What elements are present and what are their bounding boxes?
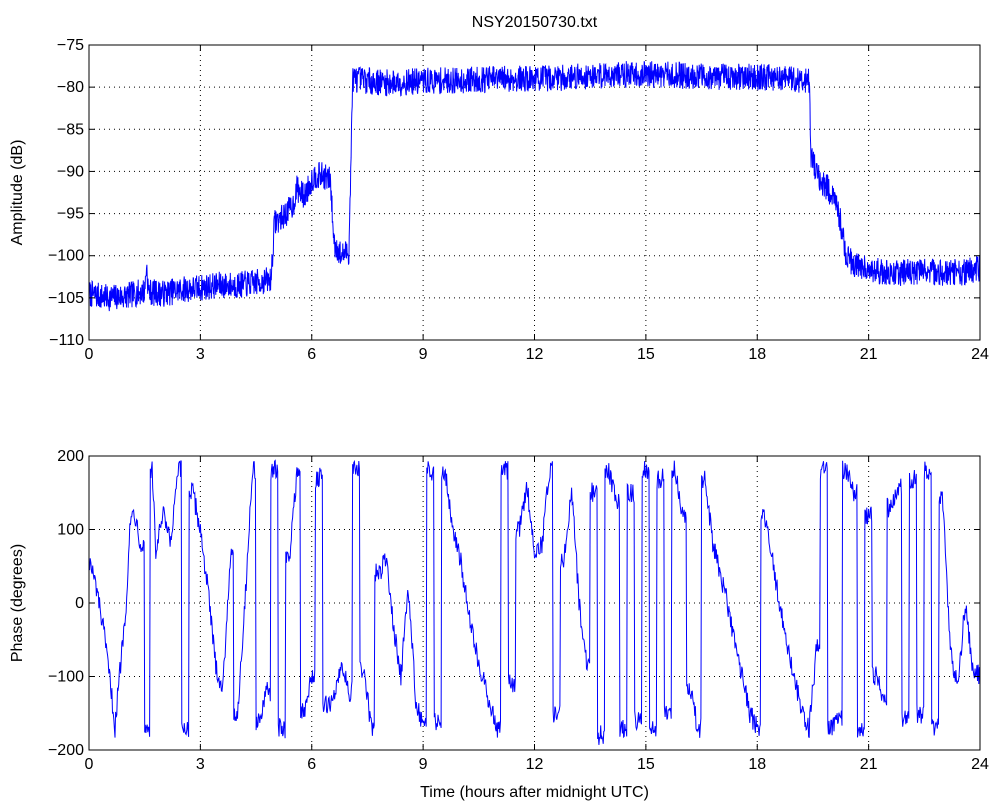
- x-tick-label: 0: [85, 346, 94, 363]
- x-tick-label: 6: [307, 756, 316, 773]
- x-tick-label: 24: [971, 756, 989, 773]
- x-tick-label: 12: [526, 756, 544, 773]
- y-tick-label: 0: [75, 595, 84, 612]
- y-tick-label: −105: [48, 290, 84, 307]
- x-tick-label: 0: [85, 756, 94, 773]
- amplitude-ticks: 0 3 6 9 12 15 18 21 24 −110 −105 −100 −95 −90 −85 −80 −7…: [48, 37, 989, 363]
- y-tick-label: 200: [57, 448, 84, 465]
- amplitude-series-line: [88, 61, 981, 312]
- phase-series: [88, 459, 981, 745]
- y-tick-label: −85: [57, 121, 84, 138]
- phase-axes: 0 3 6 9 12 15 18 21 24 −200 −100 0 100 200 Phase (deg…: [9, 448, 989, 801]
- y-tick-label: −80: [57, 79, 84, 96]
- x-tick-label: 6: [307, 346, 316, 363]
- x-tick-label: 21: [860, 346, 878, 363]
- x-tick-label: 12: [526, 346, 544, 363]
- x-tick-label: 21: [860, 756, 878, 773]
- time-x-axis-label: Time (hours after midnight UTC): [420, 784, 649, 801]
- y-tick-label: −100: [48, 669, 84, 686]
- x-tick-label: 24: [971, 346, 989, 363]
- phase-series-line: [88, 459, 981, 745]
- amplitude-series: [88, 61, 981, 312]
- phase-ticks: 0 3 6 9 12 15 18 21 24 −200 −100 0 100 200: [48, 448, 989, 773]
- y-tick-label: −95: [57, 206, 84, 223]
- y-tick-label: −110: [49, 332, 84, 349]
- x-tick-label: 3: [196, 346, 205, 363]
- y-tick-label: −75: [57, 37, 84, 54]
- chart-title: NSY20150730.txt: [472, 14, 598, 31]
- x-tick-label: 15: [637, 756, 655, 773]
- y-tick-label: −90: [57, 163, 84, 180]
- x-tick-label: 15: [637, 346, 655, 363]
- x-tick-label: 9: [419, 346, 428, 363]
- y-tick-label: −100: [48, 248, 84, 265]
- x-tick-label: 3: [196, 756, 205, 773]
- y-tick-label: 100: [57, 522, 84, 539]
- x-tick-label: 9: [419, 756, 428, 773]
- phase-y-axis-label: Phase (degrees): [9, 544, 26, 662]
- amplitude-grid: [89, 45, 980, 340]
- x-tick-label: 18: [748, 346, 766, 363]
- x-tick-label: 18: [748, 756, 766, 773]
- amplitude-y-axis-label: Amplitude (dB): [9, 140, 26, 246]
- amplitude-axes: 0 3 6 9 12 15 18 21 24 −110 −105 −100 −95 −90 −85 −80 −7…: [9, 14, 989, 363]
- y-tick-label: −200: [48, 742, 84, 759]
- phase-grid: [89, 456, 980, 750]
